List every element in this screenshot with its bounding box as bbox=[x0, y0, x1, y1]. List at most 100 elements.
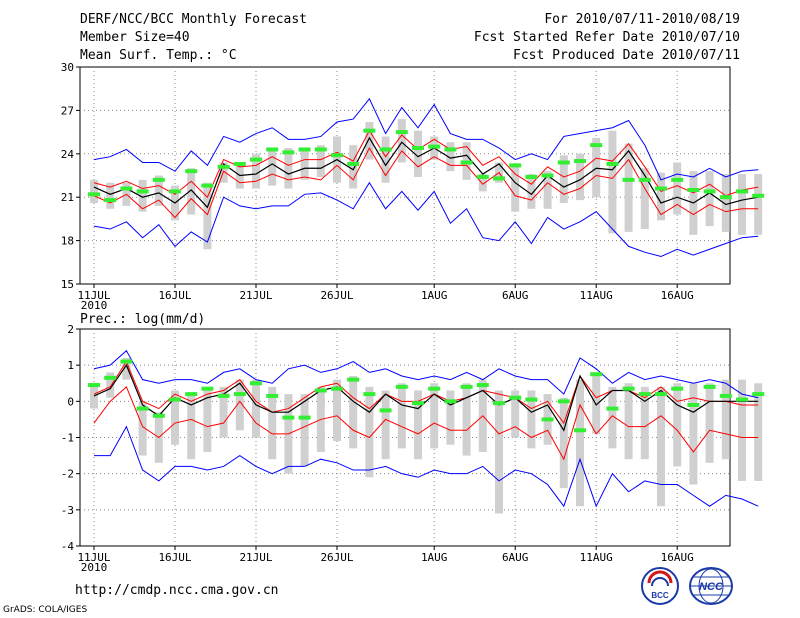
temp-median-marker bbox=[104, 198, 117, 203]
prec-median-marker bbox=[557, 399, 570, 404]
temp-spread-box bbox=[300, 150, 309, 180]
prec-median-marker bbox=[606, 406, 619, 411]
prec-spread-box bbox=[721, 379, 730, 460]
temp-spread-box bbox=[381, 136, 390, 183]
source-url[interactable]: http://cmdp.ncc.cma.gov.cn bbox=[75, 583, 279, 598]
temp-spread-box bbox=[106, 182, 115, 209]
temp-spread-box bbox=[527, 174, 536, 209]
prec-median-marker bbox=[169, 397, 181, 402]
temp-max-line bbox=[93, 97, 759, 181]
prec-spread-box bbox=[414, 390, 422, 460]
prec-spread-box bbox=[219, 386, 228, 438]
prec-spread-box bbox=[381, 390, 390, 460]
ncc-logo-text: NCC bbox=[699, 581, 724, 593]
temp-median-marker bbox=[736, 189, 748, 194]
prec-ytick-label: -4 bbox=[61, 540, 75, 553]
prec-xtick-label: 26JUL bbox=[320, 551, 353, 564]
temp-median-marker bbox=[428, 144, 441, 149]
prec-median-marker bbox=[379, 408, 392, 413]
temp-median-marker bbox=[250, 157, 262, 162]
temp-spread-box bbox=[90, 179, 98, 203]
prec-spread-lower-line bbox=[93, 386, 759, 461]
temp-spread-box bbox=[316, 145, 325, 177]
prec-spread-box bbox=[171, 390, 179, 445]
prec-xtick-label: 1AUG bbox=[421, 551, 448, 564]
prec-median-marker bbox=[331, 386, 343, 391]
temp-xtick-label: 1AUG bbox=[421, 289, 448, 302]
temp-spread-box bbox=[721, 174, 730, 232]
prec-median-marker bbox=[638, 392, 651, 397]
temp-ytick-label: 21 bbox=[61, 191, 74, 204]
temp-spread-box bbox=[219, 162, 228, 183]
temp-xtick-label: 16AUG bbox=[661, 289, 694, 302]
prec-median-marker bbox=[687, 402, 700, 407]
temp-spread-box bbox=[397, 119, 406, 163]
temp-spread-box bbox=[657, 172, 665, 221]
prec-spread-box bbox=[397, 383, 406, 449]
temp-spread-upper-line bbox=[93, 129, 759, 199]
prec-spread-box bbox=[365, 386, 374, 478]
temp-spread-box bbox=[754, 174, 763, 235]
prec-spread-box bbox=[252, 379, 260, 438]
temp-ytick-label: 27 bbox=[61, 104, 74, 117]
temp-ytick-label: 24 bbox=[61, 148, 75, 161]
temp-median-marker bbox=[379, 147, 392, 152]
prec-xtick-label: 11JUL bbox=[77, 551, 110, 564]
prec-spread-box bbox=[576, 379, 584, 507]
temp-median-marker bbox=[412, 146, 424, 151]
prec-spread-box bbox=[592, 372, 601, 434]
temp-median-marker bbox=[509, 163, 522, 168]
prec-median-marker bbox=[201, 386, 214, 391]
temp-spread-box bbox=[543, 171, 552, 209]
temp-spread-box bbox=[446, 142, 455, 172]
prec-median-marker bbox=[590, 372, 603, 377]
prec-median-marker bbox=[152, 413, 165, 418]
temp-spread-box bbox=[511, 163, 520, 212]
prec-ytick-label: 2 bbox=[67, 323, 74, 336]
chart-title: DERF/NCC/BCC Monthly Forecast bbox=[80, 12, 307, 27]
prec-spread-box bbox=[495, 390, 503, 514]
prec-xtick-label: 6AUG bbox=[502, 551, 529, 564]
temp-spread-box bbox=[252, 153, 260, 189]
temp-xtick-label: 21JUL bbox=[239, 289, 272, 302]
prec-median-marker bbox=[460, 384, 473, 389]
temp-xtick-label: 26JUL bbox=[320, 289, 353, 302]
prec-ytick-label: -2 bbox=[61, 468, 74, 481]
grads-credit: GrADS: COLA/IGES bbox=[3, 605, 88, 615]
temp-median-marker bbox=[152, 177, 165, 182]
prec-spread-box bbox=[624, 383, 633, 460]
temp-median-marker bbox=[525, 174, 538, 179]
temp-spread-box bbox=[268, 148, 277, 186]
temp-median-marker bbox=[655, 186, 667, 191]
bcc-logo-text: BCC bbox=[651, 591, 669, 600]
prec-median-marker bbox=[104, 375, 117, 380]
prec-variable-label: Prec.: log(mm/d) bbox=[80, 312, 205, 327]
temp-median-marker bbox=[703, 189, 716, 194]
ncc-logo: NCC bbox=[689, 567, 733, 605]
prec-spread-box bbox=[446, 390, 455, 445]
temp-spread-box bbox=[624, 143, 633, 232]
prec-spread-box bbox=[689, 383, 698, 485]
prec-median-marker bbox=[574, 428, 586, 433]
prec-median-marker bbox=[655, 392, 667, 397]
prec-median-marker bbox=[347, 377, 360, 382]
temp-median-marker bbox=[331, 153, 343, 158]
prec-xtick-label: 21JUL bbox=[239, 551, 272, 564]
prec-median-marker bbox=[541, 417, 554, 422]
prec-median-marker bbox=[412, 401, 424, 406]
temp-xtick-label: 11AUG bbox=[580, 289, 613, 302]
variable-label: Mean Surf. Temp.: °C bbox=[80, 48, 237, 63]
prec-median-marker bbox=[250, 381, 262, 386]
prec-spread-box bbox=[430, 383, 439, 449]
prec-ytick-label: 0 bbox=[67, 395, 74, 408]
temp-median-marker bbox=[719, 195, 732, 200]
prec-spread-box bbox=[705, 383, 714, 463]
temp-spread-box bbox=[187, 168, 196, 215]
temp-median-marker bbox=[493, 176, 505, 181]
prec-median-marker bbox=[752, 392, 765, 397]
temp-median-marker bbox=[541, 173, 554, 178]
temp-spread-box bbox=[608, 130, 617, 234]
prec-spread-box bbox=[333, 379, 341, 442]
temp-spread-lower-line bbox=[93, 146, 759, 219]
